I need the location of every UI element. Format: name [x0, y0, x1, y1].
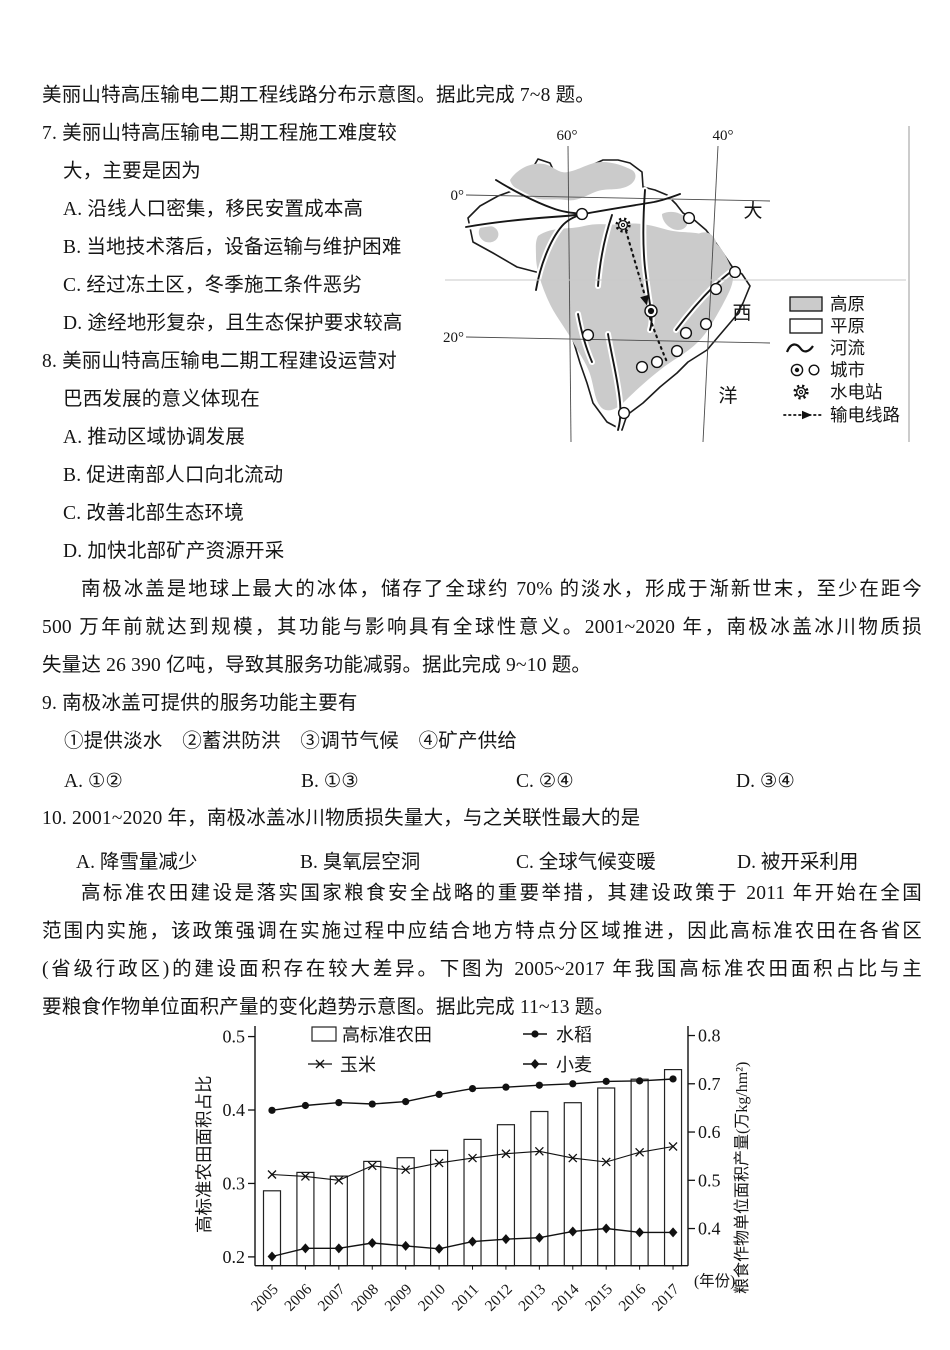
lat-20-label: 20°: [443, 330, 464, 346]
svg-text:2008: 2008: [348, 1281, 382, 1315]
plain-swatch: [789, 318, 823, 334]
q9-option-a: A. ①②: [64, 771, 123, 792]
svg-text:2016: 2016: [616, 1281, 650, 1315]
q9-option-b: B. ①③: [301, 771, 359, 792]
q7-stem-line-1: 7. 美丽山特高压输电二期工程施工难度较: [42, 123, 398, 144]
dotted-arrow-symbol: [783, 410, 825, 420]
svg-text:0.7: 0.7: [698, 1074, 721, 1094]
q7-option-b: B. 当地技术落后，设备运输与维护困难: [63, 237, 402, 258]
q10-stem: 10. 2001~2020 年，南极冰盖冰川物质损失量大，与之关联性最大的是: [42, 808, 641, 829]
svg-text:0.4: 0.4: [698, 1219, 721, 1239]
q10-option-d: D. 被开采利用: [737, 852, 859, 873]
antarctic-para-line-1: 南极冰盖是地球上最大的冰体，储存了全球约 70% 的淡水，形成于渐新世末，至少在…: [81, 579, 922, 600]
q10-options-row: A. 降雪量减少 B. 臭氧层空洞 C. 全球气候变暖 D. 被开采利用: [42, 845, 922, 873]
farmland-para-line-1: 高标准农田建设是落实国家粮食安全战略的重要举措，其建设政策于 2011 年开始在…: [81, 883, 922, 904]
right-axis-title: 粮食作物单位面积产量(万kg/hm²): [733, 1062, 751, 1294]
q7-option-a: A. 沿线人口密集，移民安置成本高: [63, 199, 364, 220]
q8-stem-line-1: 8. 美丽山特高压输电二期工程建设运营对: [42, 351, 398, 372]
legend-label-powerline: 输电线路: [830, 405, 900, 425]
ocean-char-3: 洋: [718, 385, 737, 407]
q7-stem-line-2: 大，主要是因为: [63, 161, 201, 182]
svg-text:水稻: 水稻: [556, 1025, 592, 1045]
svg-text:0.6: 0.6: [698, 1122, 721, 1142]
antarctic-para-line-3: 失量达 26 390 亿吨，导致其服务功能减弱。据此完成 9~10 题。: [42, 655, 592, 676]
scan-artifacts: [445, 126, 910, 442]
svg-text:高标准农田: 高标准农田: [342, 1025, 432, 1045]
svg-text:2015: 2015: [582, 1281, 616, 1315]
legend-label-city: 城市: [830, 360, 865, 380]
x-axis-unit-label: (年份): [694, 1272, 735, 1290]
transmission-line: [624, 229, 669, 364]
q9-sub-options: ①提供淡水 ②蓄洪防洪 ③调节气候 ④矿产供给: [64, 731, 518, 752]
legend-label-hydro: 水电站: [830, 382, 883, 402]
q10-option-a: A. 降雪量减少: [76, 852, 198, 873]
graticule-lines: [465, 145, 771, 443]
q8-stem-line-2: 巴西发展的意义体现在: [63, 389, 261, 410]
lat-0-label: 0°: [451, 188, 465, 204]
svg-text:2007: 2007: [315, 1281, 349, 1315]
q10-option-c: C. 全球气候变暖: [516, 852, 656, 873]
legend-label-river: 河流: [830, 338, 865, 358]
left-axis-title: 高标准农田面积占比: [194, 1076, 214, 1234]
svg-text:2009: 2009: [382, 1281, 416, 1315]
farmland-para-line-2: 范围内实施，该政策强调在实施过程中应结合地方特点分区域推进，因此高标准农田在各省…: [42, 921, 922, 942]
svg-text:2014: 2014: [549, 1281, 583, 1315]
svg-text:0.5: 0.5: [698, 1170, 721, 1190]
ocean-char-2: 西: [732, 303, 751, 324]
q8-option-a: A. 推动区域协调发展: [63, 427, 246, 448]
converter-city-marker: [644, 304, 658, 318]
city-circles-symbol: [790, 363, 820, 377]
svg-text:2005: 2005: [248, 1281, 282, 1315]
svg-text:0.4: 0.4: [223, 1100, 246, 1120]
svg-text:2012: 2012: [482, 1281, 516, 1315]
line-series-circle: [268, 1075, 677, 1114]
lon-60-label: 60°: [557, 128, 578, 144]
q9-option-c: C. ②④: [516, 771, 574, 792]
legend-label-plain: 平原: [830, 316, 865, 336]
lon-40-label: 40°: [713, 128, 734, 144]
svg-text:0.3: 0.3: [223, 1173, 246, 1193]
antarctic-para-line-2: 500 万年前就达到规模，其功能与影响具有全球性意义。2001~2020 年，南…: [42, 617, 922, 638]
svg-text:0.5: 0.5: [223, 1027, 246, 1047]
q8-option-b: B. 促进南部人口向北流动: [63, 465, 284, 486]
q8-option-d: D. 加快北部矿产资源开采: [63, 541, 285, 562]
svg-text:2013: 2013: [515, 1281, 549, 1315]
q9-options-row: A. ①② B. ①③ C. ②④ D. ③④: [42, 769, 922, 795]
svg-text:2006: 2006: [281, 1281, 315, 1315]
farmland-para-line-3: (省级行政区)的建设面积存在较大差异。下图为 2005~2017 年我国高标准农…: [42, 959, 922, 980]
intro-line: 美丽山特高压输电二期工程线路分布示意图。据此完成 7~8 题。: [42, 85, 596, 106]
plateau-areas: [478, 162, 734, 411]
line-series-x: [267, 1142, 678, 1185]
svg-text:2010: 2010: [415, 1281, 449, 1315]
svg-text:2017: 2017: [649, 1281, 683, 1315]
q7-option-d: D. 途经地形复杂，且生态保护要求较高: [63, 313, 403, 334]
q8-option-c: C. 改善北部生态环境: [63, 503, 244, 524]
farmland-para-line-4: 要粮食作物单位面积产量的变化趋势示意图。据此完成 11~13 题。: [42, 997, 615, 1018]
q10-option-b: B. 臭氧层空洞: [300, 852, 421, 873]
ocean-char-1: 大: [743, 200, 762, 222]
rivers: [465, 179, 737, 431]
svg-text:玉米: 玉米: [340, 1055, 376, 1075]
plateau-swatch: [789, 296, 823, 312]
q9-option-d: D. ③④: [736, 771, 795, 792]
svg-text:0.2: 0.2: [223, 1247, 246, 1267]
map-legend: 高原 平原 河流 城市 水电站 输电线路: [783, 294, 900, 425]
legend-label-plateau: 高原: [830, 294, 865, 314]
brazil-map-figure: 60° 40° 0° 20° 大 西 洋 高原 平原 河流 城市 水电站 输电线…: [443, 126, 910, 443]
hydro-gear-symbol: [793, 384, 809, 400]
city-markers: [575, 207, 742, 420]
svg-text:0.8: 0.8: [698, 1026, 721, 1046]
q9-stem: 9. 南极冰盖可提供的服务功能主要有: [42, 693, 358, 714]
line-series-diamond: [267, 1223, 678, 1262]
bar-series: [262, 1068, 683, 1267]
svg-text:小麦: 小麦: [556, 1055, 592, 1075]
svg-text:2011: 2011: [449, 1281, 483, 1315]
q7-option-c: C. 经过冻土区，冬季施工条件恶劣: [63, 275, 363, 296]
river-line-symbol: [785, 343, 814, 353]
